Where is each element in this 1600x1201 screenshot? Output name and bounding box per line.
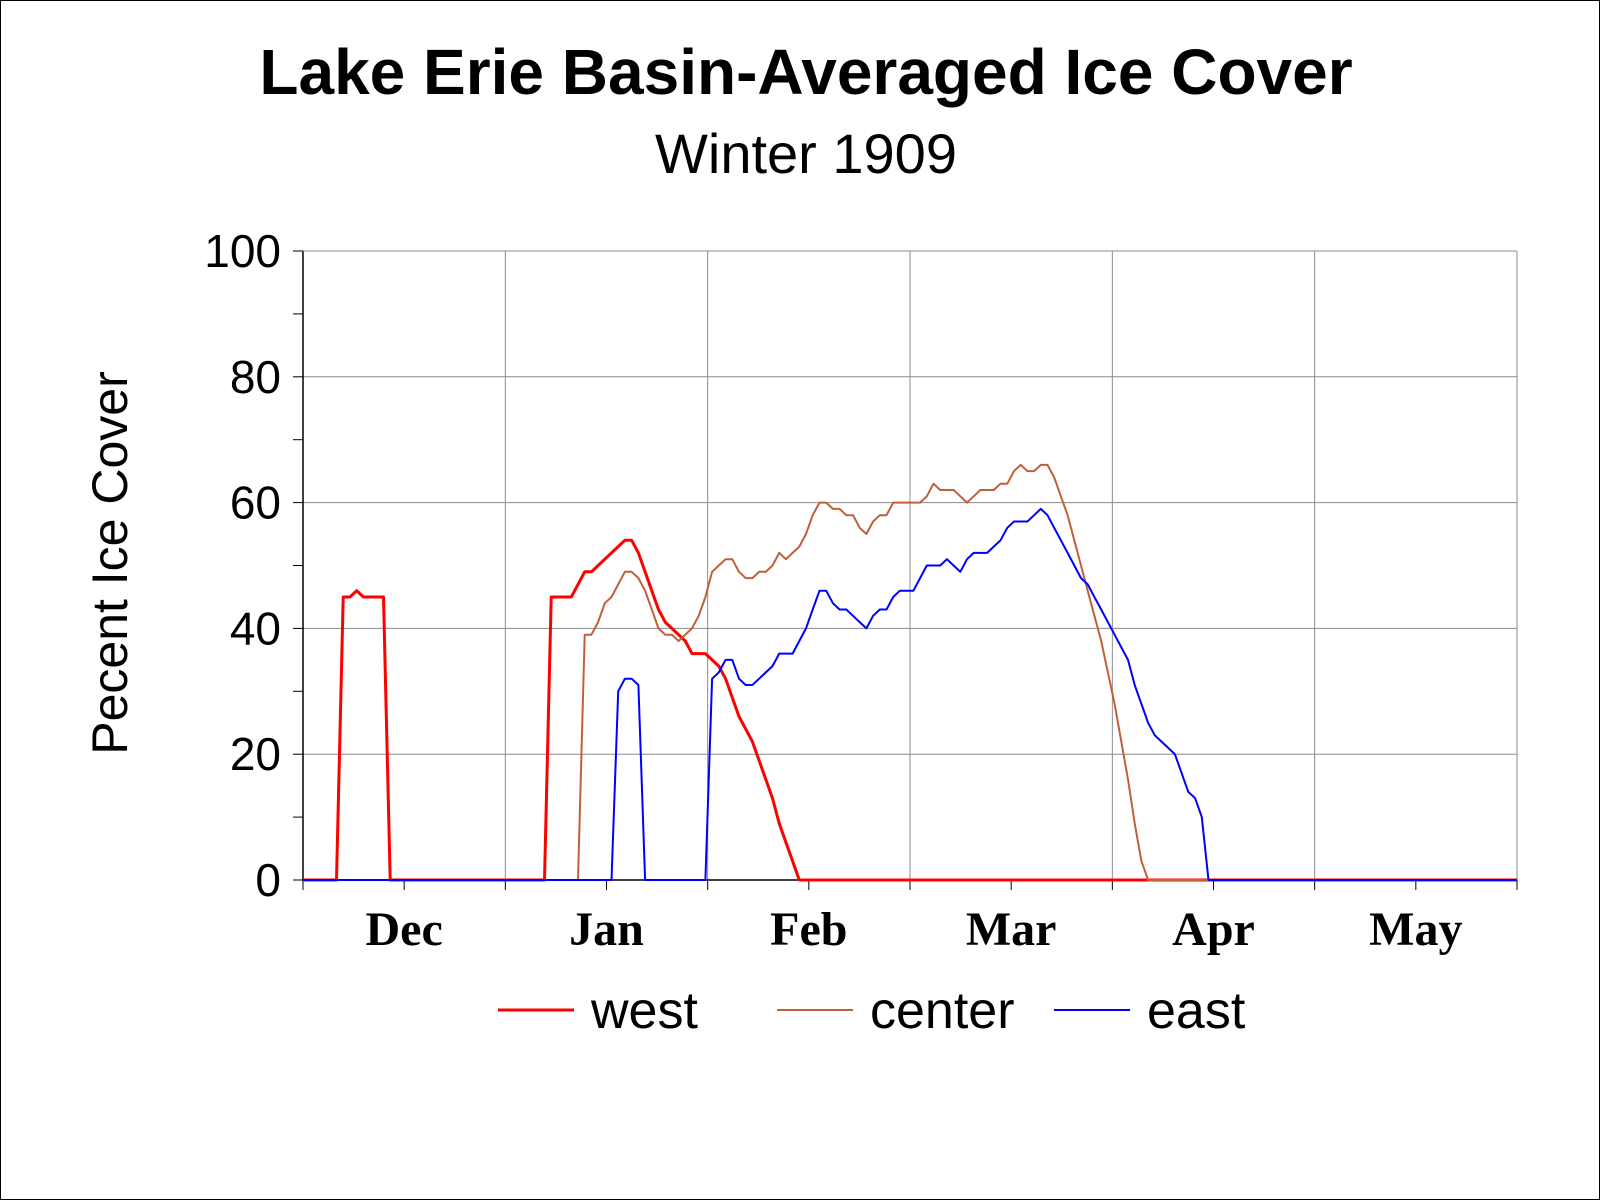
legend-label-west: west [590,982,698,1040]
x-tick-label: May [1369,903,1462,956]
y-tick-label: 80 [230,351,281,403]
x-tick-label: Mar [966,903,1057,956]
y-tick-label: 100 [204,225,281,277]
x-tick-label: Dec [366,903,443,956]
x-tick-label: Apr [1172,903,1255,956]
grid-lines [303,250,1517,880]
x-tick-label: Feb [770,903,847,956]
y-tick-label: 60 [230,477,281,529]
series-line-center [303,463,1517,881]
series-line-west [303,538,1517,882]
series-lines [303,463,1517,882]
y-tick-label: 40 [230,602,281,654]
y-tick-label: 20 [230,728,281,780]
x-tick-labels: Dec Jan Feb Mar Apr May [366,903,1463,956]
y-tick-labels: 0 20 40 60 80 100 [204,225,281,906]
y-axis-label: Pecent Ice Cover [82,371,138,755]
axes [293,250,1518,890]
legend-label-center: center [870,982,1015,1040]
series-line-east [303,507,1517,881]
chart-subtitle: Winter 1909 [655,122,957,185]
legend: west center east [498,982,1246,1040]
y-tick-label: 0 [255,854,281,906]
x-tick-label: Jan [569,903,644,956]
chart-title: Lake Erie Basin-Averaged Ice Cover [259,36,1352,108]
legend-label-east: east [1147,982,1246,1040]
